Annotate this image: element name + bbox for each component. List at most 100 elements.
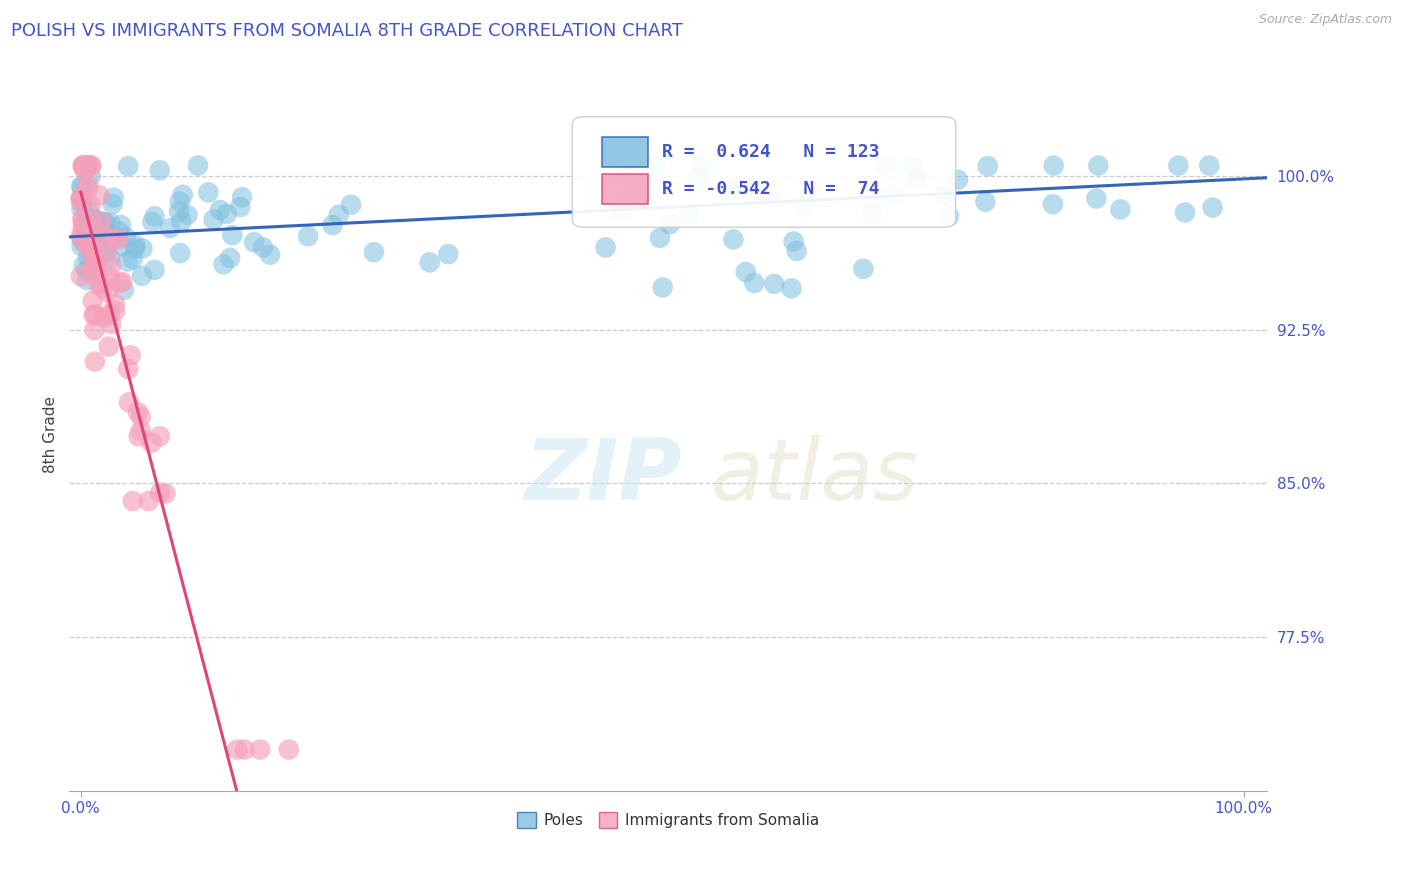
Point [77, 251, 100, 265]
Point [75, 222, 97, 236]
Point [111, 239, 134, 253]
Point [946, 172, 969, 186]
Point [101, 197, 124, 211]
Point [259, 248, 281, 262]
Point [111, 275, 134, 289]
Point [1198, 159, 1220, 173]
Point [252, 240, 274, 254]
Point [84, 354, 107, 368]
Point [86, 259, 108, 273]
Point [73, 235, 96, 250]
Point [93, 216, 115, 230]
Point [322, 218, 344, 232]
Point [77, 235, 100, 250]
Point [77, 178, 100, 192]
Point [84, 220, 107, 235]
Point [80, 217, 103, 231]
Point [70, 227, 93, 241]
Point [690, 159, 713, 173]
Point [90, 214, 112, 228]
Point [75, 211, 97, 226]
Point [626, 183, 648, 197]
Point [138, 494, 160, 508]
Point [70, 231, 93, 245]
Point [124, 242, 146, 256]
Point [82, 218, 104, 232]
Point [96, 285, 118, 299]
Point [86, 213, 108, 227]
Point [98, 271, 121, 285]
Point [104, 304, 127, 318]
Point [229, 200, 252, 214]
Text: R =  0.624   N = 123: R = 0.624 N = 123 [662, 143, 880, 161]
Point [873, 159, 896, 173]
Point [76, 263, 98, 277]
Point [143, 263, 166, 277]
Point [112, 283, 135, 297]
Point [76, 159, 98, 173]
Point [437, 247, 460, 261]
Point [723, 232, 745, 246]
Point [277, 742, 299, 756]
Legend: Poles, Immigrants from Somalia: Poles, Immigrants from Somalia [512, 806, 825, 834]
Point [82, 293, 104, 308]
Point [209, 202, 232, 217]
Point [880, 187, 903, 202]
Point [742, 276, 765, 290]
Point [143, 210, 166, 224]
Point [80, 159, 103, 173]
Bar [602, 136, 648, 167]
Point [613, 192, 636, 206]
Point [79, 266, 101, 280]
Point [117, 362, 139, 376]
Point [83, 234, 105, 248]
Point [70, 194, 93, 209]
Point [83, 245, 105, 260]
Point [79, 238, 101, 252]
Point [84, 231, 107, 245]
Point [977, 159, 1000, 173]
Point [80, 159, 103, 173]
Point [419, 255, 441, 269]
Point [84, 227, 107, 242]
Point [297, 229, 319, 244]
Point [1201, 201, 1223, 215]
Text: Source: ZipAtlas.com: Source: ZipAtlas.com [1258, 13, 1392, 27]
Point [110, 218, 132, 232]
Point [76, 273, 98, 287]
Point [70, 190, 93, 204]
Point [83, 323, 105, 337]
Point [149, 429, 172, 443]
Point [759, 191, 782, 205]
Point [243, 235, 266, 250]
Point [860, 206, 883, 220]
Point [117, 254, 139, 268]
Point [76, 159, 98, 173]
Point [167, 204, 190, 219]
Point [131, 268, 153, 283]
Point [974, 194, 997, 209]
Point [903, 160, 925, 174]
Point [122, 252, 145, 266]
Point [678, 207, 700, 221]
Point [212, 257, 235, 271]
Point [226, 742, 249, 756]
Point [72, 211, 94, 226]
Point [648, 231, 671, 245]
Point [79, 169, 101, 183]
Point [87, 278, 110, 293]
Point [141, 435, 163, 450]
Point [100, 258, 122, 272]
Point [94, 215, 117, 229]
Point [763, 277, 786, 291]
Point [786, 244, 808, 258]
Point [75, 233, 97, 247]
Point [73, 159, 96, 173]
Point [595, 240, 617, 254]
Point [149, 163, 172, 178]
Point [852, 261, 875, 276]
Point [619, 159, 641, 173]
Point [202, 212, 225, 227]
Point [70, 239, 93, 253]
Point [219, 251, 242, 265]
